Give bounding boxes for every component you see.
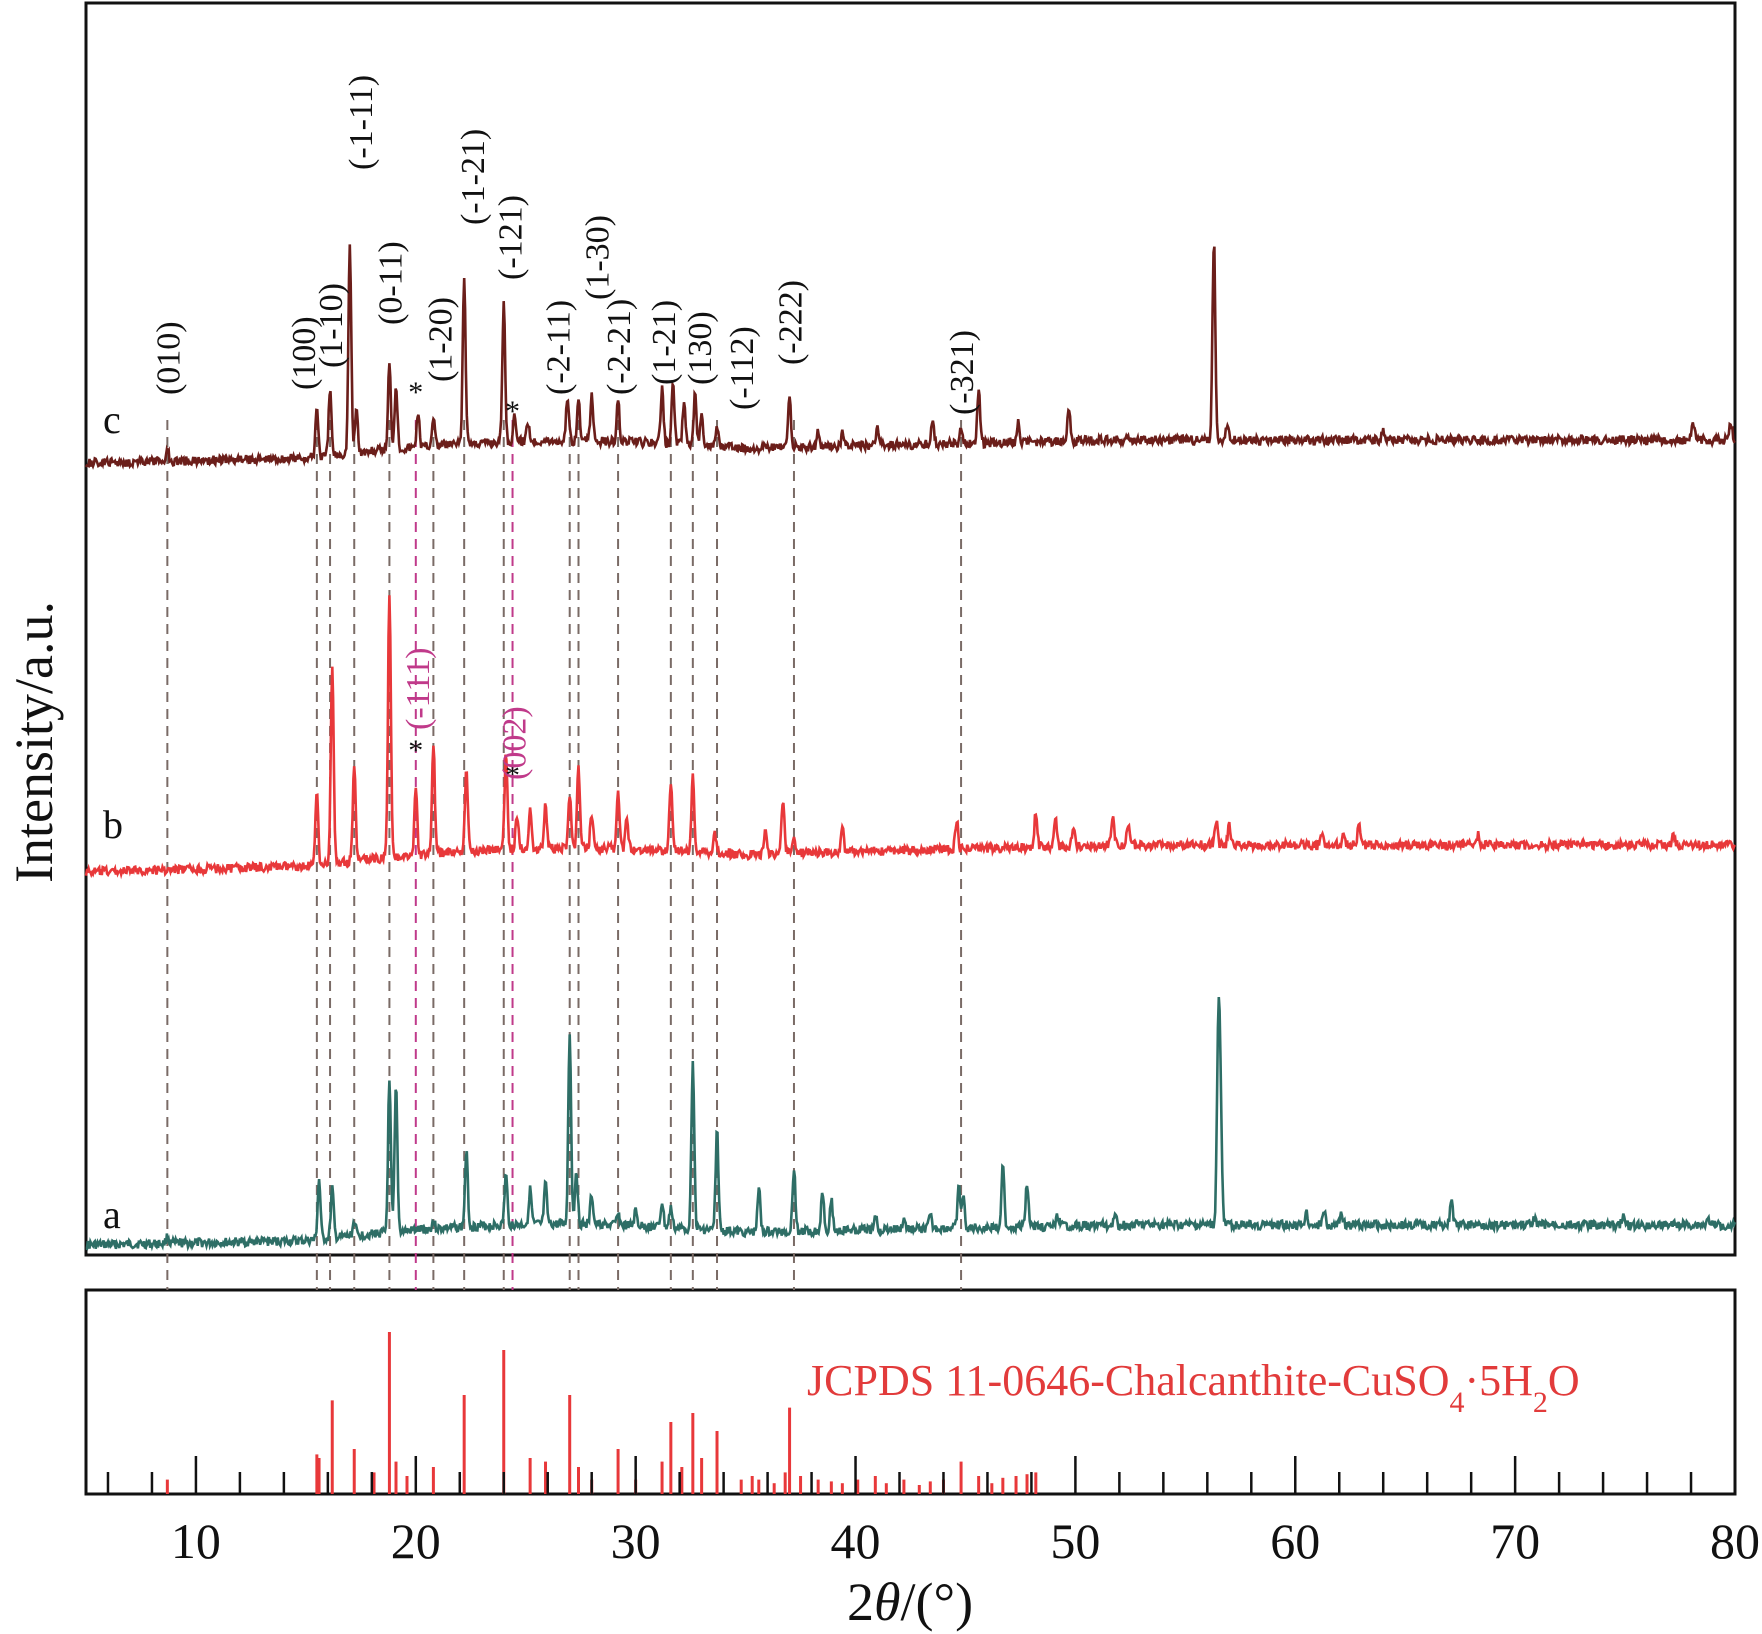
hkl-label: (1-10)	[313, 283, 350, 368]
hkl-label: (130)	[682, 311, 719, 385]
hkl-label: (1-20)	[422, 297, 459, 382]
hkl-label: (010)	[150, 321, 187, 395]
guide-lines	[166, 420, 963, 1290]
hkl-label: (-112)	[724, 326, 761, 410]
series-line-a	[85, 997, 1737, 1252]
series-line-b	[84, 595, 1737, 880]
x-tick-label: 10	[171, 1513, 221, 1569]
series-line-c	[84, 244, 1736, 470]
hkl-label: (0-11)	[372, 241, 409, 325]
hkl-label: (100)	[286, 316, 323, 390]
reference-plot-frame	[84, 1288, 1737, 1496]
x-tick-label: 60	[1270, 1513, 1320, 1569]
trace-label-b: b	[103, 802, 123, 847]
hkl-label: (1-21)	[646, 300, 683, 385]
xrd-traces	[84, 244, 1737, 1252]
hkl-label: (-1-11)	[343, 75, 380, 170]
impurity-star-c: *	[505, 395, 520, 428]
impurity-star-b: *	[408, 734, 423, 767]
hkl-labels: (010) (100)(1-10) (-1-11) (0-11) (1-20) (-1-2…	[150, 75, 981, 792]
x-tick-label: 20	[391, 1513, 441, 1569]
x-tick-label: 80	[1710, 1513, 1760, 1569]
x-axis-ticks: 10 20 30 40 50 60 70 80	[106, 1456, 1760, 1569]
impurity-star-c: *	[408, 376, 423, 409]
y-axis-title: Intensity/a.u.	[4, 601, 64, 883]
hkl-label: (-2-11)	[541, 300, 578, 395]
impurity-star-b: *	[505, 759, 520, 792]
x-tick-label: 40	[831, 1513, 881, 1569]
x-tick-label: 50	[1050, 1513, 1100, 1569]
reference-peaks	[165, 1332, 1038, 1494]
impurity-hkl-label: (002)	[497, 706, 534, 780]
trace-label-c: c	[103, 397, 121, 442]
hkl-label: (-2-21)	[601, 299, 638, 395]
trace-label-a: a	[103, 1192, 121, 1237]
impurity-hkl-label: (-111)	[400, 648, 437, 730]
hkl-label: (1-30)	[580, 215, 617, 300]
hkl-label: (-321)	[944, 330, 981, 415]
jcpds-reference-label: JCPDS 11-0646-Chalcanthite-CuSO4·5H2O	[807, 1356, 1580, 1419]
x-axis-title: 2θ/(°)	[847, 1572, 973, 1632]
hkl-label: (-222)	[773, 280, 810, 365]
x-tick-label: 30	[611, 1513, 661, 1569]
hkl-label: (-1-21)	[455, 129, 492, 225]
x-tick-label: 70	[1490, 1513, 1540, 1569]
hkl-label: (-121)	[493, 195, 530, 280]
main-plot-frame	[84, 1, 1737, 1257]
